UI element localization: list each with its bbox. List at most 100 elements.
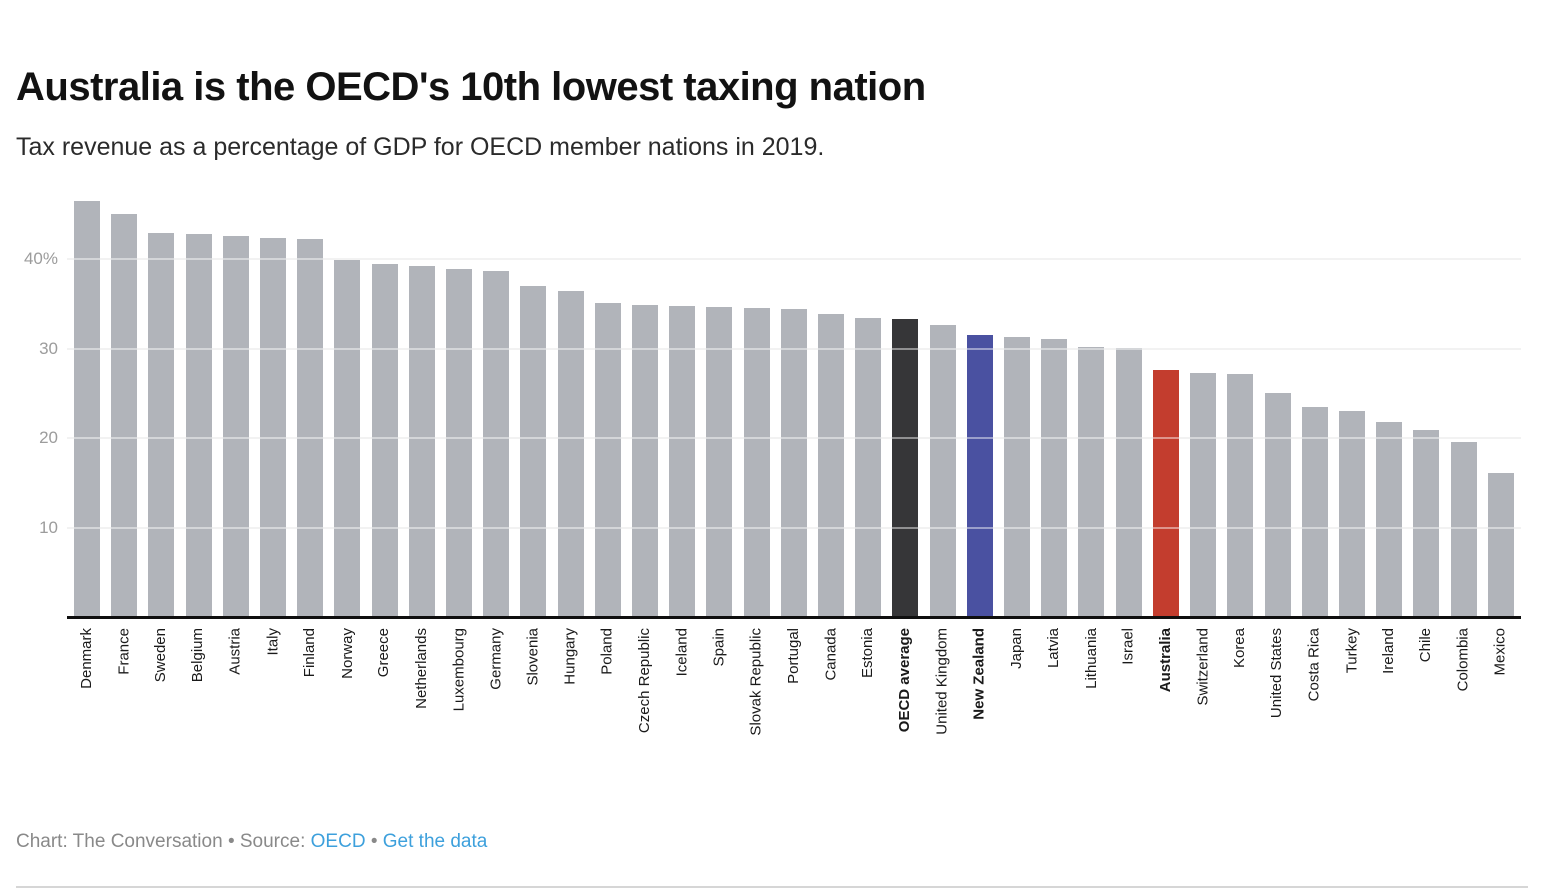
xlabel-costa-rica: Costa Rica [1305, 628, 1323, 702]
xlabel-new-zealand: New Zealand [970, 628, 988, 720]
bar-turkey[interactable] [1338, 410, 1365, 618]
bar-finland[interactable] [297, 238, 324, 618]
xlabel-slot-france: France [111, 626, 137, 798]
bar-korea[interactable] [1227, 373, 1254, 618]
bar-united-kingdom[interactable] [929, 325, 956, 618]
xlabel-slot-germany: Germany [483, 626, 509, 798]
x-axis-category-labels: Denmark France Sweden Belgium Austria Italy Fi… [67, 626, 1521, 798]
xlabel-slot-israel: Israel [1116, 626, 1142, 798]
bar-denmark[interactable] [74, 201, 100, 618]
xlabel-slot-slovak-republic: Slovak Republic [744, 626, 770, 798]
xlabel-switzerland: Switzerland [1194, 628, 1212, 706]
xlabel-slot-norway: Norway [334, 626, 360, 798]
x-axis-baseline [67, 616, 1521, 619]
xlabel-slot-mexico: Mexico [1488, 626, 1514, 798]
page-title: Australia is the OECD's 10th lowest taxi… [16, 64, 926, 109]
bar-latvia[interactable] [1041, 338, 1068, 618]
xlabel-slot-korea: Korea [1227, 626, 1253, 798]
bar-japan[interactable] [1004, 336, 1031, 618]
xlabel-ireland: Ireland [1380, 628, 1398, 674]
bar-chile[interactable] [1413, 430, 1440, 618]
xlabel-slovenia: Slovenia [524, 628, 542, 686]
bar-israel[interactable] [1115, 347, 1142, 618]
xlabel-germany: Germany [487, 628, 505, 690]
bar-belgium[interactable] [185, 234, 212, 618]
xlabel-slot-netherlands: Netherlands [409, 626, 435, 798]
xlabel-slot-oecd-average: OECD average [892, 626, 918, 798]
bar-slovak-republic[interactable] [743, 308, 770, 618]
xlabel-sweden: Sweden [152, 628, 170, 683]
bar-sweden[interactable] [148, 232, 175, 618]
gridline-overlay-30 [67, 347, 1521, 350]
xlabel-mexico: Mexico [1491, 628, 1509, 676]
xlabel-slot-japan: Japan [1004, 626, 1030, 798]
xlabel-japan: Japan [1008, 628, 1026, 669]
xlabel-slot-hungary: Hungary [558, 626, 584, 798]
bar-greece[interactable] [371, 264, 398, 618]
bar-colombia[interactable] [1450, 441, 1477, 618]
xlabel-slot-ireland: Ireland [1376, 626, 1402, 798]
xlabel-lithuania: Lithuania [1082, 628, 1100, 689]
bar-france[interactable] [111, 213, 138, 618]
bar-luxembourg[interactable] [446, 268, 473, 618]
bar-united-states[interactable] [1264, 393, 1291, 618]
bar-poland[interactable] [594, 302, 621, 618]
bar-norway[interactable] [334, 259, 361, 618]
xlabel-united-states: United States [1268, 628, 1286, 719]
bar-hungary[interactable] [557, 291, 584, 618]
bar-germany[interactable] [483, 271, 510, 618]
xlabel-colombia: Colombia [1454, 628, 1472, 692]
bar-switzerland[interactable] [1190, 372, 1217, 618]
bar-chart-plot-area: 10 20 30 40% [0, 190, 1544, 619]
xlabel-slot-costa-rica: Costa Rica [1302, 626, 1328, 798]
bar-estonia[interactable] [855, 318, 882, 618]
bar-new-zealand[interactable] [966, 335, 993, 618]
bar-portugal[interactable] [780, 309, 807, 618]
gridline-40 [67, 257, 1521, 260]
xlabel-slot-denmark: Denmark [74, 626, 100, 798]
xlabel-slot-canada: Canada [818, 626, 844, 798]
bar-iceland[interactable] [669, 306, 696, 618]
bar-australia[interactable] [1152, 370, 1179, 618]
get-the-data-link[interactable]: Get the data [382, 831, 488, 852]
footer-separator: • [227, 831, 235, 852]
bar-ireland[interactable] [1376, 422, 1403, 618]
xlabel-portugal: Portugal [784, 628, 802, 684]
bar-italy[interactable] [260, 238, 287, 618]
xlabel-slot-sweden: Sweden [148, 626, 174, 798]
xlabel-latvia: Latvia [1045, 628, 1063, 669]
xlabel-slot-czech-republic: Czech Republic [632, 626, 658, 798]
footer-separator: • [370, 831, 378, 852]
ytick-label-30: 30 [39, 338, 58, 358]
xlabel-iceland: Iceland [673, 628, 691, 677]
bar-spain[interactable] [706, 307, 733, 618]
xlabel-luxembourg: Luxembourg [450, 628, 468, 712]
xlabel-slot-slovenia: Slovenia [520, 626, 546, 798]
bar-slovenia[interactable] [520, 285, 547, 618]
gridline-overlay-40 [67, 257, 1521, 260]
bar-austria[interactable] [222, 236, 249, 618]
xlabel-poland: Poland [598, 628, 616, 675]
xlabel-canada: Canada [822, 628, 840, 681]
source-label: Source: [239, 831, 306, 852]
bars-row [67, 190, 1521, 618]
xlabel-austria: Austria [226, 628, 244, 675]
bar-oecd-average[interactable] [892, 318, 919, 618]
xlabel-slot-lithuania: Lithuania [1078, 626, 1104, 798]
bar-lithuania[interactable] [1078, 346, 1105, 618]
xlabel-united-kingdom: United Kingdom [933, 628, 951, 735]
bar-canada[interactable] [818, 314, 845, 618]
gridline-overlay-10 [67, 527, 1521, 530]
xlabel-slot-greece: Greece [372, 626, 398, 798]
bar-netherlands[interactable] [408, 265, 435, 618]
bar-czech-republic[interactable] [632, 305, 659, 618]
xlabel-chile: Chile [1417, 628, 1435, 663]
xlabel-australia: Australia [1156, 628, 1174, 693]
source-link-oecd[interactable]: OECD [310, 831, 366, 852]
bar-costa-rica[interactable] [1301, 406, 1328, 618]
bar-mexico[interactable] [1487, 472, 1514, 618]
xlabel-slot-austria: Austria [223, 626, 249, 798]
xlabel-slot-latvia: Latvia [1041, 626, 1067, 798]
xlabel-italy: Italy [264, 628, 282, 656]
xlabel-slot-switzerland: Switzerland [1190, 626, 1216, 798]
